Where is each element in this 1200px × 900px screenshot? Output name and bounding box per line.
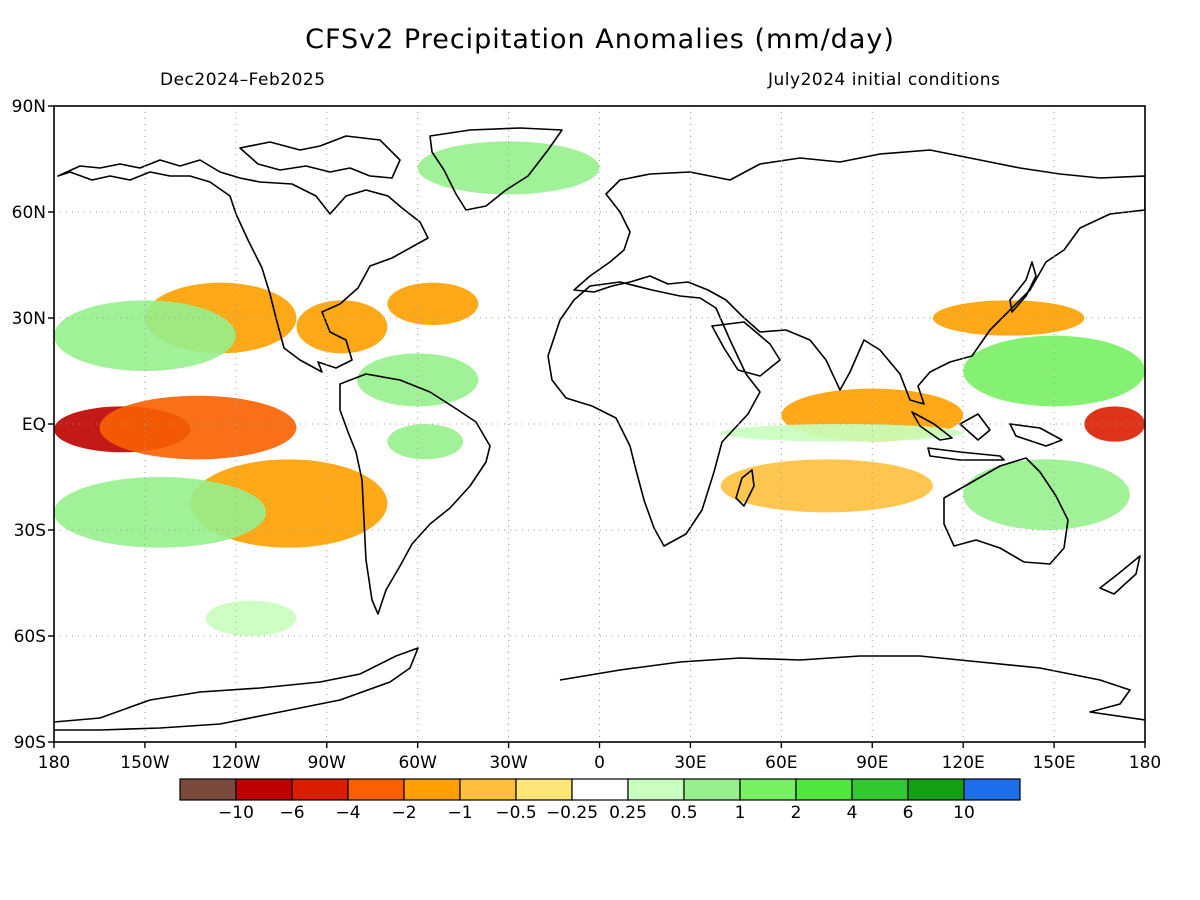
coastline-australia xyxy=(943,457,1069,565)
lon-tick-label: 90E xyxy=(856,753,888,773)
lat-tick-label: 90N xyxy=(12,97,46,117)
colorbar-label: −0.5 xyxy=(495,803,536,823)
colorbar-swatch xyxy=(459,778,517,801)
coastline-antarctica xyxy=(54,647,1145,731)
coastline-arabia xyxy=(711,321,781,377)
colorbar-swatch xyxy=(851,778,909,801)
colorbar-label: −2 xyxy=(391,803,416,823)
anomaly-region-6 xyxy=(54,300,236,371)
colorbar-swatch xyxy=(515,778,573,801)
initial-conditions-label: July2024 initial conditions xyxy=(768,70,1001,90)
anomaly-region-1 xyxy=(99,395,297,460)
lon-tick-label: 150E xyxy=(1032,753,1075,773)
lat-tick-label: 30S xyxy=(14,521,46,541)
anomaly-region-5 xyxy=(387,282,479,326)
colorbar-label: 10 xyxy=(953,803,975,823)
coastline-africa xyxy=(547,281,761,547)
colorbar-swatch xyxy=(291,778,349,801)
coastline-japan xyxy=(1009,261,1037,313)
colorbar-label: 0.25 xyxy=(609,803,647,823)
lat-tick-label: 60S xyxy=(14,627,46,647)
lon-tick-label: 120E xyxy=(942,753,985,773)
colorbar-swatch xyxy=(795,778,853,801)
coastline-new-zealand xyxy=(1099,555,1141,595)
lon-tick-label: 60W xyxy=(398,753,437,773)
colorbar-swatch xyxy=(179,778,237,801)
lat-tick-label: 60N xyxy=(12,203,46,223)
lon-tick-label: 150W xyxy=(120,753,169,773)
colorbar-swatch xyxy=(683,778,741,801)
colorbar-label: 0.5 xyxy=(670,803,697,823)
colorbar-label: −10 xyxy=(218,803,254,823)
coastline-madagascar xyxy=(735,469,755,507)
colorbar-swatch xyxy=(235,778,293,801)
anomaly-region-11 xyxy=(417,141,600,195)
graticule xyxy=(54,106,1145,742)
lat-tick-label: EQ xyxy=(22,415,46,435)
coastline-north-america xyxy=(57,159,429,373)
colorbar-label: 2 xyxy=(791,803,802,823)
lon-tick-label: 30W xyxy=(489,753,528,773)
colorbar-label: −0.25 xyxy=(546,803,598,823)
lon-tick-label: 180 xyxy=(38,753,70,773)
colorbar: −10 −6 −4 −2 −1 −0.5 −0.25 0.25 0.5 1 2 4 6 10 xyxy=(179,778,1021,823)
colorbar-swatch xyxy=(627,778,685,801)
anomaly-region-17 xyxy=(720,459,933,513)
lat-tick-label: 30N xyxy=(12,309,46,329)
anomaly-region-12 xyxy=(963,335,1145,407)
colorbar-swatch xyxy=(403,778,461,801)
lon-tick-label: 120W xyxy=(211,753,260,773)
lon-tick-label: 180 xyxy=(1129,753,1161,773)
coastlines xyxy=(54,127,1145,731)
coastline-indonesia xyxy=(911,411,1063,461)
anomaly-region-9 xyxy=(387,424,464,460)
colorbar-swatch xyxy=(571,778,629,801)
colorbar-label: −1 xyxy=(447,803,472,823)
anomaly-region-18 xyxy=(720,424,964,442)
season-label: Dec2024–Feb2025 xyxy=(160,70,326,90)
colorbar-label: −6 xyxy=(279,803,304,823)
anomaly-region-8 xyxy=(357,353,479,407)
colorbar-label: −4 xyxy=(335,803,360,823)
anomaly-region-13 xyxy=(963,459,1130,530)
anomaly-field xyxy=(54,141,1145,636)
coastline-arctic-islands xyxy=(239,135,401,179)
anomaly-region-10 xyxy=(205,600,297,636)
lat-tick-label: 90S xyxy=(14,733,46,753)
coastline-greenland xyxy=(429,127,563,211)
anomaly-region-14 xyxy=(1084,406,1145,442)
anomaly-region-4 xyxy=(296,300,388,354)
anomaly-region-7 xyxy=(54,476,267,548)
lon-tick-label: 60E xyxy=(765,753,797,773)
map-title: CFSv2 Precipitation Anomalies (mm/day) xyxy=(305,24,895,55)
colorbar-swatch xyxy=(347,778,405,801)
colorbar-label: 4 xyxy=(847,803,858,823)
coastline-eurasia xyxy=(573,149,1145,405)
lon-tick-label: 30E xyxy=(674,753,706,773)
lon-tick-label: 0 xyxy=(594,753,605,773)
lon-tick-label: 90W xyxy=(308,753,347,773)
colorbar-swatch xyxy=(963,778,1021,801)
colorbar-label: 6 xyxy=(903,803,914,823)
colorbar-swatch xyxy=(739,778,797,801)
colorbar-label: 1 xyxy=(735,803,746,823)
colorbar-swatch xyxy=(907,778,965,801)
coastline-south-america xyxy=(339,373,491,615)
